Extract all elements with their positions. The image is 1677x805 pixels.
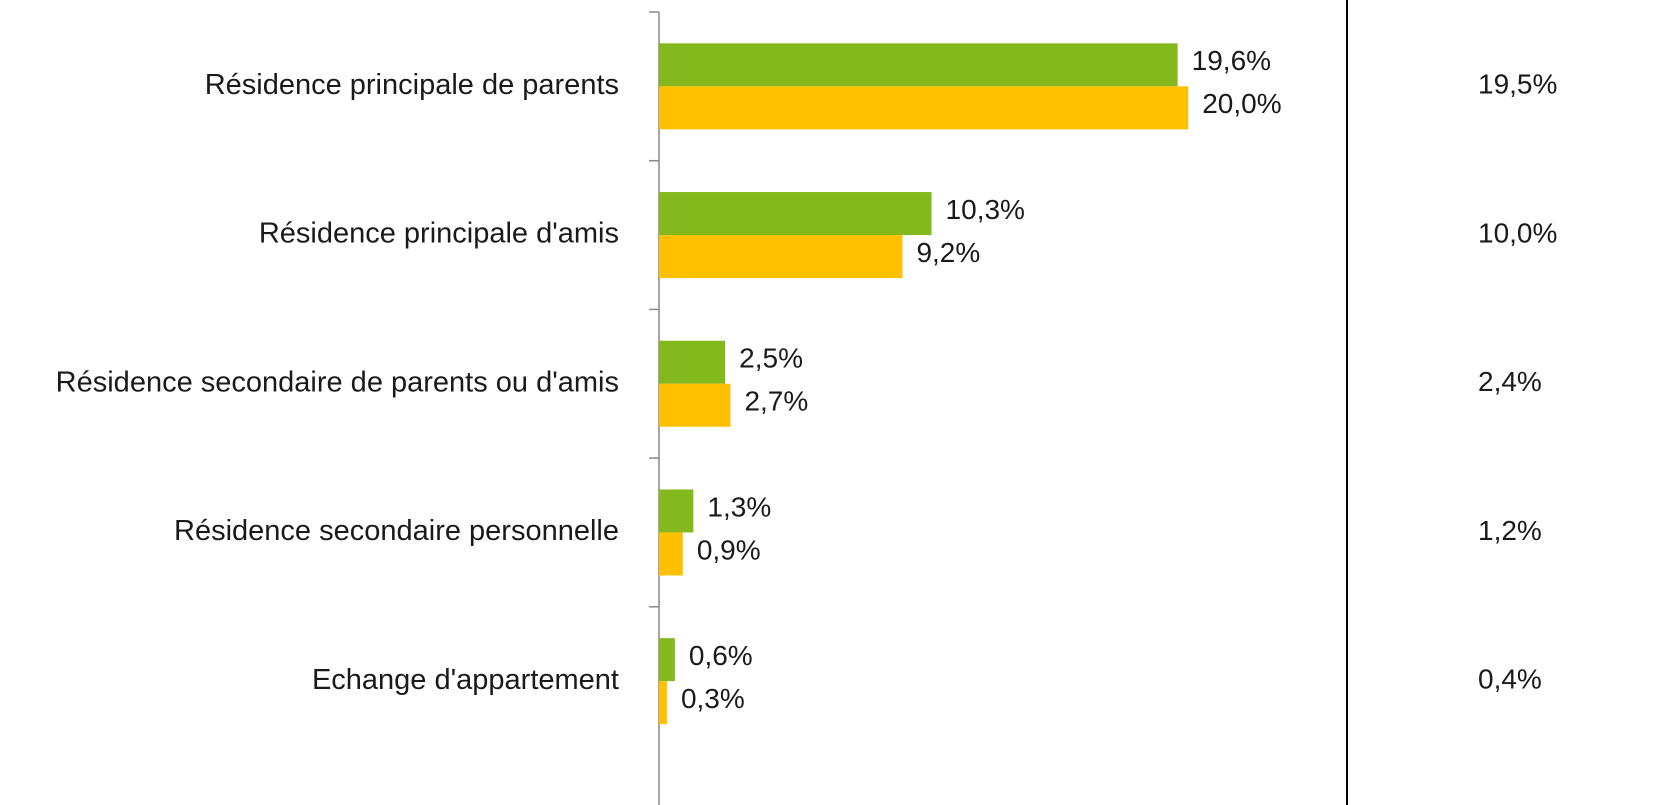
value-label: 10,3% [946, 194, 1025, 225]
bar [659, 383, 731, 427]
value-label: 0,9% [697, 534, 761, 565]
category-label: Résidence secondaire personnelle [174, 515, 619, 547]
value-label: 19,6% [1192, 45, 1271, 76]
category-label: Résidence principale de parents [205, 69, 619, 101]
bar [659, 235, 903, 279]
category-label: Résidence secondaire de parents ou d'ami… [56, 366, 619, 398]
column-value: 2,4% [1478, 366, 1542, 397]
bar [659, 86, 1189, 130]
bar [659, 43, 1178, 87]
column-value: 19,5% [1478, 69, 1557, 100]
bar [659, 638, 675, 682]
column-value: 0,4% [1478, 664, 1542, 695]
column-value: 1,2% [1478, 515, 1542, 546]
value-label: 1,3% [707, 491, 771, 522]
value-label: 2,7% [744, 386, 808, 417]
value-label: 0,6% [689, 640, 753, 671]
bar [659, 340, 726, 384]
bar [659, 489, 694, 533]
category-label: Résidence principale d'amis [259, 218, 619, 250]
category-label: Echange d'appartement [312, 664, 619, 696]
bar [659, 192, 932, 236]
column-value: 10,0% [1478, 217, 1557, 248]
value-label: 0,3% [681, 683, 745, 714]
value-label: 20,0% [1202, 88, 1281, 119]
bar [659, 532, 683, 576]
bar [659, 681, 667, 725]
value-label: 2,5% [739, 343, 803, 374]
value-label: 9,2% [916, 237, 980, 268]
